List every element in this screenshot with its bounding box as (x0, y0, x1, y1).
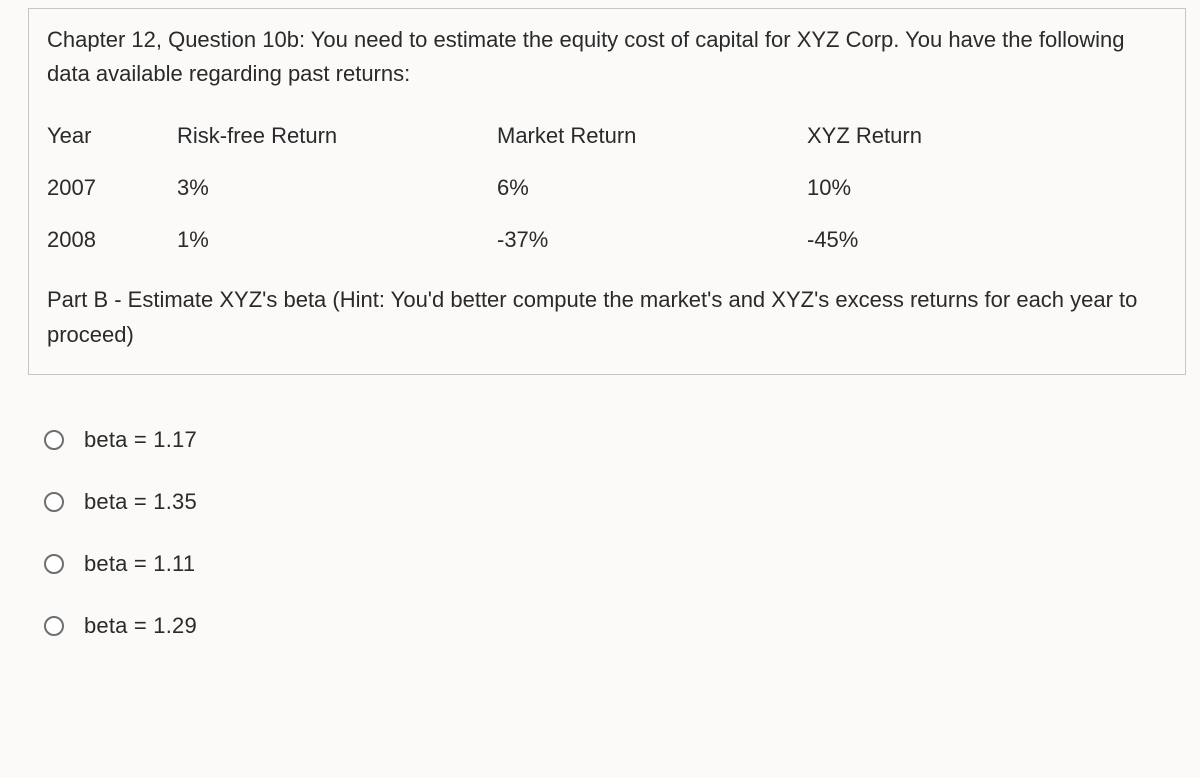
radio-icon[interactable] (44, 492, 64, 512)
option-label: beta = 1.17 (84, 427, 197, 453)
table-row: 2007 3% 6% 10% (47, 171, 1165, 205)
data-table: Year Risk-free Return Market Return XYZ … (47, 119, 1165, 257)
radio-icon[interactable] (44, 554, 64, 574)
part-b-text: Part B - Estimate XYZ's beta (Hint: You'… (47, 283, 1165, 351)
cell-riskfree: 1% (177, 223, 497, 257)
cell-year: 2007 (47, 171, 177, 205)
col-header-market: Market Return (497, 119, 807, 153)
option-label: beta = 1.29 (84, 613, 197, 639)
page: Chapter 12, Question 10b: You need to es… (0, 8, 1200, 778)
col-header-riskfree: Risk-free Return (177, 119, 497, 153)
cell-year: 2008 (47, 223, 177, 257)
option-label: beta = 1.35 (84, 489, 197, 515)
option-1[interactable]: beta = 1.17 (44, 427, 1200, 453)
cell-riskfree: 3% (177, 171, 497, 205)
option-label: beta = 1.11 (84, 551, 195, 577)
table-row: 2008 1% -37% -45% (47, 223, 1165, 257)
cell-xyz: -45% (807, 223, 1165, 257)
option-2[interactable]: beta = 1.35 (44, 489, 1200, 515)
col-header-year: Year (47, 119, 177, 153)
col-header-xyz: XYZ Return (807, 119, 1165, 153)
radio-icon[interactable] (44, 430, 64, 450)
answer-options: beta = 1.17 beta = 1.35 beta = 1.11 beta… (44, 427, 1200, 639)
radio-icon[interactable] (44, 616, 64, 636)
table-header-row: Year Risk-free Return Market Return XYZ … (47, 119, 1165, 153)
cell-market: -37% (497, 223, 807, 257)
question-title: Chapter 12, Question 10b: You need to es… (47, 23, 1165, 91)
option-3[interactable]: beta = 1.11 (44, 551, 1200, 577)
question-box: Chapter 12, Question 10b: You need to es… (28, 8, 1186, 375)
option-4[interactable]: beta = 1.29 (44, 613, 1200, 639)
cell-market: 6% (497, 171, 807, 205)
cell-xyz: 10% (807, 171, 1165, 205)
